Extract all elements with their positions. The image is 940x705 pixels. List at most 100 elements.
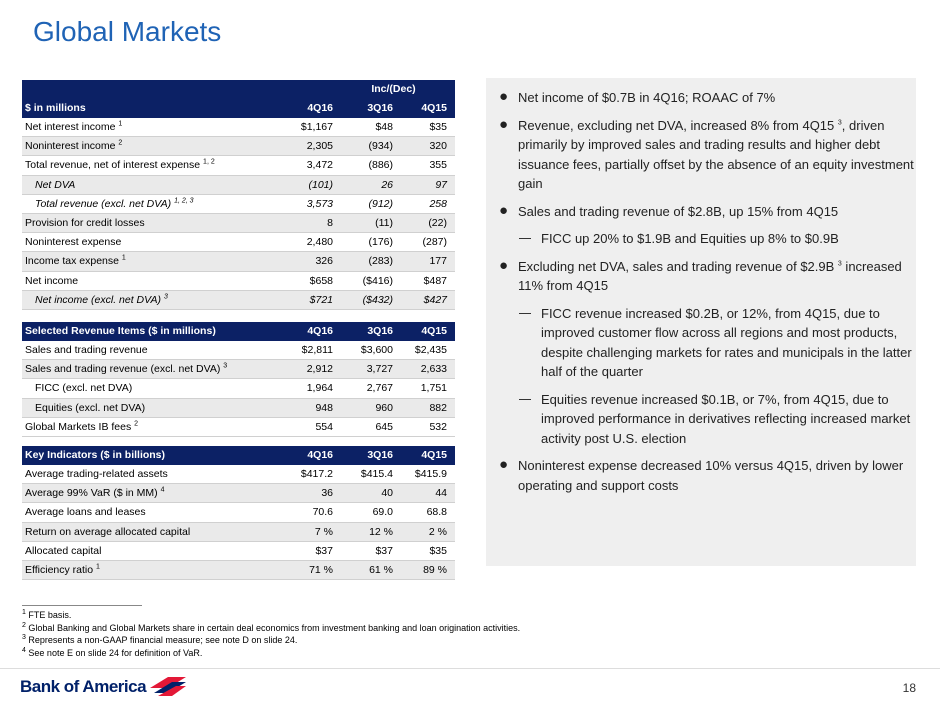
footnote: 2 Global Banking and Global Markets shar… [22,622,520,635]
bullet-text: FICC revenue increased $0.2B, or 12%, fr… [541,305,912,380]
footer-rule [0,668,940,669]
bullet-item: ● Net income of $0.7B in 4Q16; ROAAC of 7… [486,88,916,108]
cell: $415.4 [360,468,393,480]
bullet-item: ● Revenue, excluding net DVA, increased 8… [486,116,916,194]
bullet-text: increased 11% from 4Q15 [518,258,902,294]
cell: 355 [429,159,447,172]
label-text: Average trading-related assets [25,468,168,480]
footnote-number: 1 [22,609,26,616]
footnotes: 1 FTE basis. 2 Global Banking and Global … [22,609,520,659]
cell: 8 [327,216,333,229]
footnote-number: 3 [22,634,26,641]
revenue-table: Selected Revenue Items ($ in millions) 4Q… [22,322,455,437]
cell: $48 [375,121,393,133]
bullet-item: FICC revenue increased $0.2B, or 12%, fr… [486,304,916,382]
bullet-item: ● Noninterest expense decreased 10% versu… [486,456,916,495]
table-row: Noninterest expense 2,480 (176) (287) [22,233,455,253]
cell: 882 [429,401,447,414]
table-row: Average 99% VaR ($ in MM) 4 36 40 44 [22,484,455,504]
header-row: Key Indicators ($ in billions) 4Q16 3Q16 4Q… [22,446,455,465]
label-text: Net interest income [25,121,116,133]
row-label: Average 99% VaR ($ in MM) 4 [25,484,165,503]
cell: 1,751 [420,382,447,395]
cell: 2,633 [420,363,447,376]
row-label: Sales and trading revenue (excl. net DVA… [25,360,227,379]
row-label: Average loans and leases [25,503,146,522]
row-label: Noninterest income 2 [25,137,122,156]
bullet-dash [519,398,531,400]
label-text: Total revenue (excl. net DVA) [35,197,172,210]
income-table: Inc/(Dec) $ in millions 4Q16 3Q16 4Q15 Net in… [22,80,455,310]
label-text: Average loans and leases [25,506,146,519]
cell: 177 [429,255,447,268]
bullet-text: Net income of $0.7B in 4Q16; ROAAC of 7% [518,90,776,105]
cell: $487 [423,274,447,287]
column-header: 3Q16 [367,325,393,337]
footnote-number: 4 [22,646,26,654]
row-label: Return on average allocated capital [25,523,190,542]
bullet-dot: ● [499,456,509,473]
row-label: Efficiency ratio 1 [25,561,100,580]
column-header: 4Q15 [421,325,447,337]
cell: 44 [435,487,447,500]
cell: 948 [315,401,333,414]
cell: 2 % [428,525,447,538]
table-row: Efficiency ratio 1 71 % 61 % 89 % [22,560,455,581]
cell: 69.0 [372,506,393,519]
row-label: Income tax expense 1 [25,252,126,271]
label-text: Return on average allocated capital [25,525,191,538]
row-label: Global Markets IB fees 2 [25,418,138,437]
label-text: Net DVA [35,178,76,191]
cell: $2,811 [301,344,333,356]
cell: $1,167 [300,121,333,133]
cell: $37 [315,544,333,557]
cell: (11) [375,216,393,229]
cell: 645 [375,420,393,433]
cell: $3,600 [360,344,393,356]
column-header: 4Q16 [307,325,333,337]
superscript: 2 [134,420,139,428]
column-header: 3Q16 [367,102,393,114]
footnote-rule [22,605,142,606]
bullet-item: ● Sales and trading revenue of $2.8B, up … [486,202,916,222]
row-label: Total revenue, net of interest expense 1… [25,156,215,175]
row-label: FICC (excl. net DVA) [35,379,132,398]
bullet-dash [519,312,531,314]
cell: (287) [422,236,447,249]
label-text: FICC (excl. net DVA) [35,382,133,395]
footnote-text: See note E on slide 24 for definition of… [28,647,203,658]
indicators-table: Key Indicators ($ in billions) 4Q16 3Q16 4Q… [22,446,455,581]
cell: $35 [429,121,447,133]
label-text: Sales and trading revenue [25,344,148,356]
bullet-text: Revenue, excluding net DVA, increased 8%… [518,117,838,133]
table-row: Provision for credit losses 8 (11) (22) [22,213,455,234]
column-header: 4Q15 [421,102,447,114]
label-text: Income tax expense [25,255,119,268]
cell: 326 [315,255,333,268]
bullet-text: Noninterest expense decreased 10% versus… [518,458,904,493]
row-label: Average trading-related assets [25,465,168,484]
cell: $658 [309,274,333,287]
superscript: 3 [223,362,228,370]
cell: 40 [381,487,393,500]
table-row: Equities (excl. net DVA) 948 960 882 [22,398,455,418]
cell: 97 [435,178,447,191]
header-row: Inc/(Dec) [22,80,455,99]
cell: 3,573 [306,197,333,210]
header-row: $ in millions 4Q16 3Q16 4Q15 [22,99,455,118]
cell: (283) [368,255,393,268]
footnote: 1 FTE basis. [22,609,520,622]
row-label: Allocated capital [25,542,101,561]
table-row: Noninterest income 2 2,305 (934) 320 [22,137,455,157]
label-text: Net income [25,274,79,287]
label-text: Equities (excl. net DVA) [35,401,146,414]
cell: 71 % [309,563,333,576]
cell: $35 [429,544,447,557]
column-header: 4Q16 [307,449,333,461]
cell: $417.2 [300,468,333,480]
table-row: Income tax expense 1 326 (283) 177 [22,252,455,272]
bullet-item: Equities revenue increased $0.1B, or 7%,… [486,390,916,449]
table-row: FICC (excl. net DVA) 1,964 2,767 1,751 [22,379,455,399]
column-header: 3Q16 [367,449,393,461]
cell: (912) [368,197,393,210]
